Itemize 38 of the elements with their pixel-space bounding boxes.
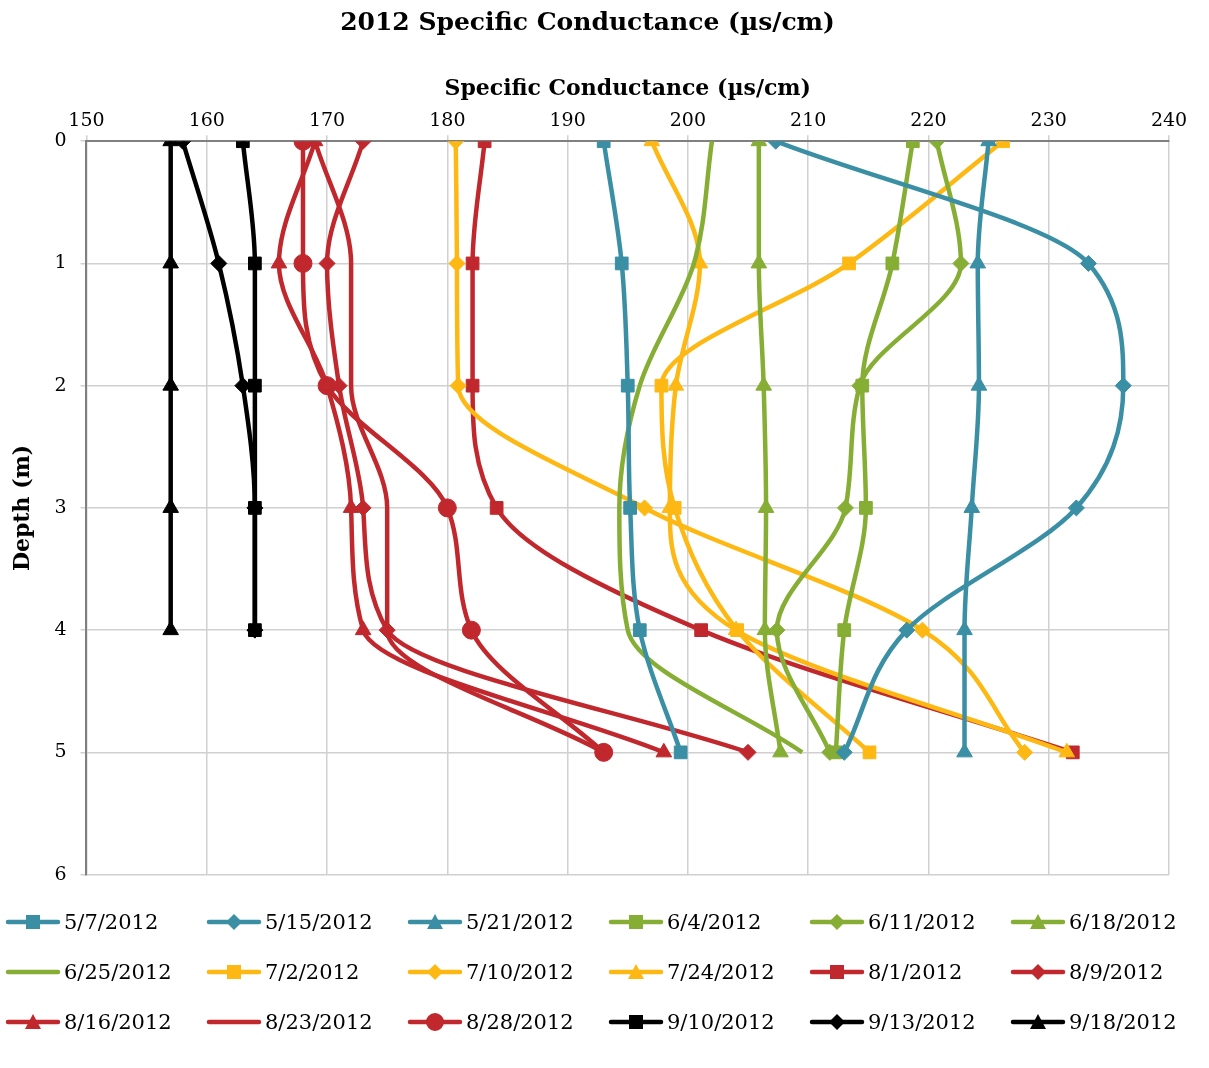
x-tick-label: 240	[1150, 107, 1188, 130]
legend-label: 6/4/2012	[667, 910, 762, 934]
x-tick-label: 170	[308, 107, 346, 130]
legend-label: 7/24/2012	[667, 960, 775, 984]
x-axis-title: Specific Conductance (µs/cm)	[444, 73, 811, 100]
legend-label: 5/21/2012	[466, 910, 574, 934]
x-tick-label: 210	[790, 107, 827, 130]
legend-label: 8/28/2012	[466, 1010, 574, 1034]
legend-label: 8/23/2012	[265, 1010, 373, 1034]
legend-label: 5/7/2012	[64, 910, 159, 934]
legend-label: 6/11/2012	[868, 910, 976, 934]
legend-label: 5/15/2012	[265, 910, 373, 934]
x-tick-label: 200	[669, 107, 707, 130]
x-tick-label: 180	[429, 107, 466, 130]
legend-label: 8/1/2012	[868, 960, 963, 984]
y-tick-label: 0	[54, 128, 67, 151]
legend-label: 7/2/2012	[265, 960, 360, 984]
x-tick-label: 190	[549, 107, 586, 130]
legend-label: 7/10/2012	[466, 960, 574, 984]
y-tick-label: 1	[54, 250, 67, 273]
legend-label: 8/9/2012	[1069, 960, 1164, 984]
chart-title: 2012 Specific Conductance (µs/cm)	[340, 6, 835, 36]
y-tick-label: 4	[54, 617, 67, 640]
legend-label: 9/10/2012	[667, 1010, 775, 1034]
legend-label: 9/18/2012	[1069, 1010, 1177, 1034]
legend-label: 8/16/2012	[64, 1010, 172, 1034]
y-axis-title: Depth (m)	[7, 444, 34, 572]
x-tick-label: 220	[910, 107, 947, 130]
legend-label: 6/18/2012	[1069, 910, 1177, 934]
x-tick-label: 150	[68, 107, 105, 130]
y-tick-label: 6	[54, 861, 67, 884]
x-tick-label: 230	[1030, 107, 1067, 130]
legend-label: 6/25/2012	[64, 960, 172, 984]
legend-label: 9/13/2012	[868, 1010, 976, 1034]
y-tick-label: 3	[54, 494, 67, 517]
x-tick-label: 160	[188, 107, 225, 130]
y-tick-label: 2	[54, 372, 67, 395]
y-tick-label: 5	[54, 739, 67, 762]
